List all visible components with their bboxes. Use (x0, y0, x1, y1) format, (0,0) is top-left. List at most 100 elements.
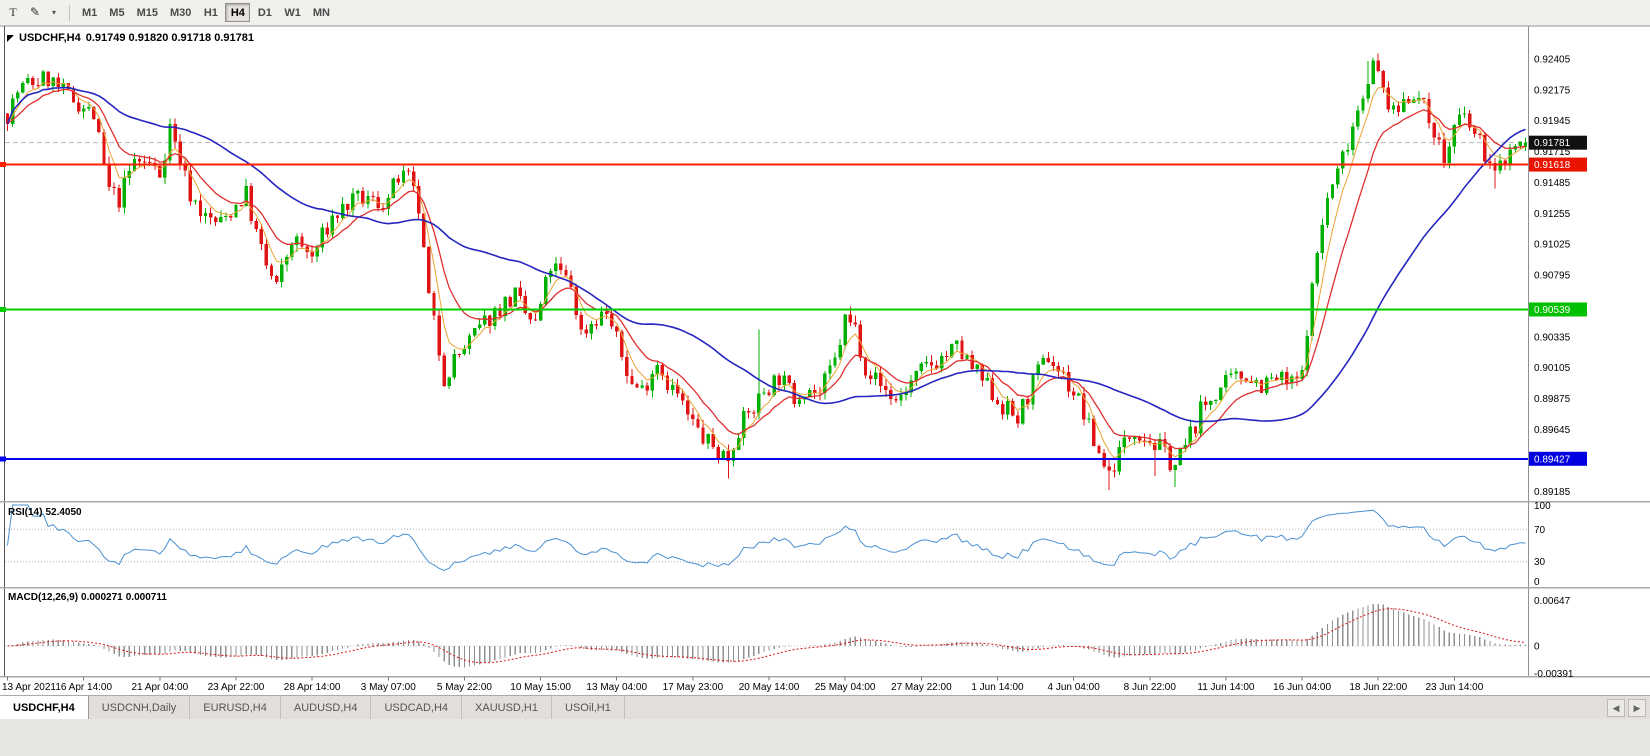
chart-tab-bar: USDCHF,H4 USDCNH,Daily EURUSD,H4 AUDUSD,H4 U… (0, 695, 1650, 719)
macd-indicator-label: MACD(12,26,9) 0.000271 0.000711 (8, 592, 170, 603)
price-tick-label: 0.89875 (1534, 394, 1571, 405)
time-axis[interactable]: 13 Apr 2021 16 Apr 14:00 21 Apr 04:00 23 Ap… (2, 676, 1484, 694)
rsi-line (7, 504, 1526, 572)
time-tick-label: 16 Apr 14:00 (55, 682, 112, 693)
ma-mid-line (7, 88, 1526, 450)
price-badge-0.89427: 0.89427 (1529, 451, 1587, 466)
timeframe-button-m15[interactable]: M15 (132, 3, 163, 22)
price-tick-label: 0.91255 (1534, 209, 1571, 220)
tool-dropdown-arrow-icon[interactable]: ▾ (47, 3, 61, 23)
timeframe-button-h4[interactable]: H4 (225, 3, 251, 22)
price-tick-label: 0.89645 (1534, 425, 1571, 436)
timeframe-button-m30[interactable]: M30 (165, 3, 196, 22)
time-tick-label: 21 Apr 04:00 (131, 682, 188, 693)
macd-panel: 0.00647 0 -0.00391 (5, 596, 1574, 680)
text-tool-button[interactable]: T (3, 3, 23, 23)
svg-text:0.90539: 0.90539 (1534, 305, 1571, 316)
time-tick-label: 1 Jun 14:00 (971, 682, 1024, 693)
macd-signal-value: 0.000711 (125, 592, 167, 603)
tab-scroll-right-icon[interactable]: ▶ (1628, 699, 1646, 717)
tab-usdcnh-daily[interactable]: USDCNH,Daily (89, 696, 191, 719)
tab-usdcad-h4[interactable]: USDCAD,H4 (371, 696, 463, 719)
time-tick-label: 5 May 22:00 (437, 682, 492, 693)
tab-xauusd-h1[interactable]: XAUUSD,H1 (462, 696, 552, 719)
time-tick-label: 20 May 14:00 (739, 682, 800, 693)
timeframe-button-d1[interactable]: D1 (252, 3, 277, 22)
tabs-container: USDCHF,H4 USDCNH,Daily EURUSD,H4 AUDUSD,H4 U… (0, 696, 625, 719)
timeframe-toolbar: M1 M5 M15 M30 H1 H4 D1 W1 MN (77, 3, 337, 22)
rsi-tick-label: 30 (1534, 557, 1546, 568)
macd-tick-label: 0.00647 (1534, 596, 1571, 607)
tab-scroll-left-icon[interactable]: ◀ (1607, 699, 1625, 717)
rsi-name: RSI(14) (8, 507, 43, 518)
price-tick-label: 0.90105 (1534, 363, 1571, 374)
timeframe-button-m5[interactable]: M5 (104, 3, 129, 22)
draw-tool-button[interactable]: ✎ (25, 3, 45, 23)
toolbar-separator (69, 4, 70, 21)
rsi-tick-label: 0 (1534, 577, 1540, 588)
time-tick-label: 23 Apr 22:00 (208, 682, 265, 693)
chart-window: 0.92405 0.92175 0.91945 0.91715 0.91485 0.912… (0, 26, 1650, 695)
tab-audusd-h4[interactable]: AUDUSD,H4 (281, 696, 372, 719)
level-line-anchor (0, 306, 6, 312)
level-lines (0, 162, 1528, 462)
rsi-tick-label: 100 (1534, 501, 1551, 512)
timeframe-button-m1[interactable]: M1 (77, 3, 102, 22)
svg-text:0.91781: 0.91781 (1534, 138, 1571, 149)
rsi-panel: 100 70 30 0 (5, 501, 1551, 588)
time-tick-label: 25 May 04:00 (815, 682, 876, 693)
chart-title: USDCHF,H4 0.91749 0.91820 0.91718 0.9178… (7, 32, 254, 44)
macd-name: MACD(12,26,9) (8, 592, 79, 603)
price-tick-label: 0.92175 (1534, 85, 1571, 96)
toolbar: T ✎ ▾ M1 M5 M15 M30 H1 H4 D1 W1 MN (0, 0, 1650, 26)
macd-tick-label: -0.00391 (1534, 669, 1574, 680)
time-tick-label: 4 Jun 04:00 (1048, 682, 1101, 693)
svg-text:0.89427: 0.89427 (1534, 454, 1571, 465)
macd-tick-label: 0 (1534, 642, 1540, 653)
time-tick-label: 3 May 07:00 (361, 682, 416, 693)
tab-eurusd-h4[interactable]: EURUSD,H4 (190, 696, 281, 719)
timeframe-button-mn[interactable]: MN (308, 3, 335, 22)
price-tick-label: 0.90335 (1534, 332, 1571, 343)
time-tick-label: 16 Jun 04:00 (1273, 682, 1331, 693)
time-tick-label: 27 May 22:00 (891, 682, 952, 693)
rsi-tick-label: 70 (1534, 525, 1546, 536)
chart-canvas[interactable]: 0.92405 0.92175 0.91945 0.91715 0.91485 0.912… (0, 26, 1650, 695)
price-scale[interactable]: 0.92405 0.92175 0.91945 0.91715 0.91485 0.912… (1528, 26, 1571, 677)
price-badge-0.91618: 0.91618 (1529, 157, 1587, 172)
time-tick-label: 10 May 15:00 (510, 682, 571, 693)
price-tick-label: 0.91715 (1534, 147, 1571, 158)
price-tick-label: 0.91485 (1534, 178, 1571, 189)
ma-slow-line (6, 86, 1526, 423)
timeframe-button-w1[interactable]: W1 (279, 3, 306, 22)
time-tick-label: 8 Jun 22:00 (1124, 682, 1177, 693)
time-tick-label: 18 Jun 22:00 (1349, 682, 1407, 693)
timeframe-button-h1[interactable]: H1 (198, 3, 223, 22)
time-tick-label: 13 Apr 2021 (2, 682, 56, 693)
level-line-anchor (0, 162, 6, 168)
chart-ohlc-values: 0.91749 0.91820 0.91718 0.91781 (85, 32, 254, 44)
time-tick-label: 28 Apr 14:00 (284, 682, 341, 693)
price-tick-label: 0.91025 (1534, 240, 1571, 251)
tab-scroll-arrows: ◀ ▶ (1607, 699, 1646, 717)
rsi-current-value: 52.4050 (45, 507, 82, 518)
macd-signal-line (7, 608, 1526, 664)
price-badge-0.91781: 0.91781 (1529, 135, 1587, 150)
time-tick-label: 17 May 23:00 (663, 682, 724, 693)
time-tick-label: 13 May 04:00 (586, 682, 647, 693)
rsi-indicator-label: RSI(14) 52.4050 (8, 507, 85, 518)
tab-usoil-h1[interactable]: USOil,H1 (552, 696, 625, 719)
chart-menu-icon[interactable] (7, 34, 14, 42)
price-tick-label: 0.90795 (1534, 271, 1571, 282)
macd-main-value: 0.000271 (81, 592, 123, 603)
price-badge-0.90539: 0.90539 (1529, 302, 1587, 317)
chart-symbol-period: USDCHF,H4 (19, 32, 81, 44)
price-tick-label: 0.89185 (1534, 487, 1571, 498)
tab-usdchf-h4[interactable]: USDCHF,H4 (0, 696, 89, 719)
time-tick-label: 23 Jun 14:00 (1425, 682, 1483, 693)
svg-text:0.91618: 0.91618 (1534, 160, 1571, 171)
ma-fast-line (7, 81, 1526, 459)
price-tick-label: 0.92405 (1534, 54, 1571, 65)
time-tick-label: 11 Jun 14:00 (1197, 682, 1255, 693)
